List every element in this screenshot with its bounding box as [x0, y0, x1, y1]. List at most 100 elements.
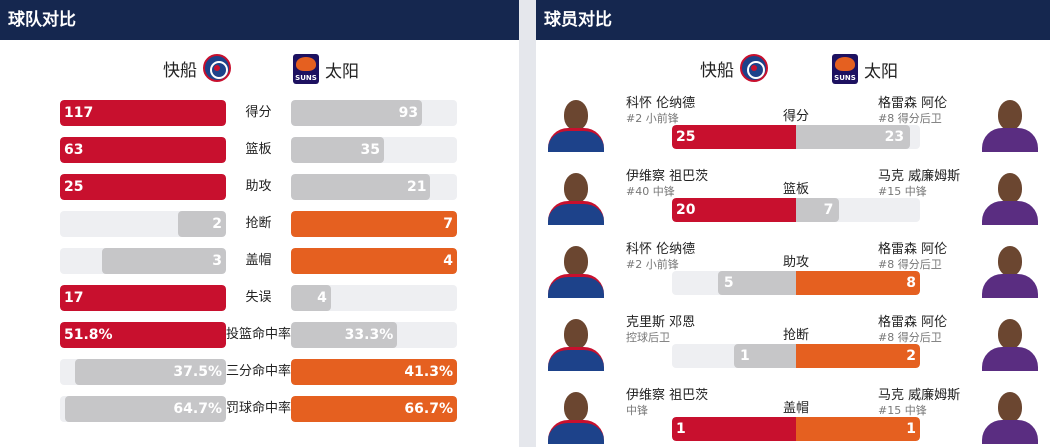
home-stat-value: 2 — [212, 216, 222, 232]
away-player-value: 8 — [906, 275, 916, 291]
home-player-fill — [672, 125, 796, 149]
team-stat-row: 17 失误 4 — [0, 285, 519, 311]
away-player-avatar — [978, 98, 1042, 152]
home-player-fill — [717, 271, 796, 295]
away-stat-bar: 41.3% — [291, 359, 457, 385]
home-player-fill — [734, 344, 796, 368]
home-player-name: 克里斯 邓恩 — [626, 315, 696, 330]
away-stat-value: 4 — [443, 253, 453, 269]
home-stat-bar: 117 — [60, 100, 226, 126]
away-player-name: 格雷森 阿伦 — [878, 315, 948, 330]
clippers-logo-icon — [203, 54, 231, 82]
away-player-value: 1 — [906, 421, 916, 437]
panel-divider — [519, 0, 536, 447]
player-head — [564, 100, 588, 130]
away-player-position: #8 得分后卫 — [878, 331, 942, 344]
home-stat-value: 25 — [64, 179, 84, 195]
player-jersey — [548, 274, 604, 298]
home-player-name: 伊维察 祖巴茨 — [626, 388, 709, 403]
home-player-name: 科怀 伦纳德 — [626, 242, 696, 257]
player-stat-row: 克里斯 邓恩 控球后卫 格雷森 阿伦 #8 得分后卫 抢断 1 2 — [536, 311, 1050, 383]
home-stat-bar: 64.7% — [60, 396, 226, 422]
away-stat-fill — [291, 359, 457, 385]
player-head — [998, 246, 1022, 276]
home-stat-fill — [60, 285, 226, 311]
team-stat-row: 3 盖帽 4 — [0, 248, 519, 274]
home-player-bar: 5 — [672, 271, 796, 295]
home-player-fill — [672, 417, 796, 441]
away-stat-value: 4 — [317, 290, 327, 306]
away-stat-fill — [291, 211, 457, 237]
away-stat-fill — [291, 174, 431, 200]
away-stat-value: 21 — [406, 179, 427, 195]
player-stat-label: 盖帽 — [782, 401, 809, 416]
player-head — [998, 173, 1022, 203]
home-stat-value: 51.8% — [64, 327, 113, 343]
away-player-name: 格雷森 阿伦 — [878, 96, 948, 111]
home-player-value: 25 — [676, 129, 696, 145]
away-player-name: 马克 威廉姆斯 — [878, 169, 961, 184]
home-team-header: 快船 — [157, 54, 231, 82]
home-player-value: 20 — [676, 202, 696, 218]
away-stat-bar: 33.3% — [291, 322, 457, 348]
away-player-bar: 1 — [796, 417, 920, 441]
stat-label: 投篮命中率 — [226, 327, 292, 342]
player-stat-row: 伊维察 祖巴茨 #40 中锋 马克 威廉姆斯 #15 中锋 篮板 20 7 — [536, 165, 1050, 237]
home-stat-fill — [60, 322, 226, 348]
home-stat-bar: 25 — [60, 174, 226, 200]
stat-label: 篮板 — [245, 142, 272, 157]
away-stat-value: 93 — [398, 105, 419, 121]
home-player-avatar — [544, 390, 608, 444]
away-stat-fill — [291, 322, 398, 348]
player-head — [998, 100, 1022, 130]
away-stat-bar: 4 — [291, 248, 457, 274]
player-stat-row: 科怀 伦纳德 #2 小前锋 格雷森 阿伦 #8 得分后卫 助攻 5 8 — [536, 238, 1050, 310]
clippers-logo-icon — [740, 54, 768, 82]
home-player-fill — [672, 198, 796, 222]
player-head — [564, 319, 588, 349]
away-stat-fill — [291, 100, 423, 126]
player-home-team-header: 快船 — [694, 54, 768, 82]
away-player-avatar — [978, 390, 1042, 444]
stat-label: 罚球命中率 — [226, 401, 292, 416]
away-player-fill — [796, 198, 840, 222]
away-player-position: #15 中锋 — [878, 404, 927, 417]
away-player-avatar — [978, 244, 1042, 298]
team-stat-row: 64.7% 罚球命中率 66.7% — [0, 396, 519, 422]
home-stat-value: 17 — [64, 290, 84, 306]
player-stat-label: 得分 — [782, 109, 809, 124]
player-stat-label: 助攻 — [782, 255, 809, 270]
home-player-position: 控球后卫 — [626, 331, 670, 344]
player-jersey — [982, 420, 1038, 444]
home-stat-value: 3 — [212, 253, 222, 269]
suns-logo-icon — [832, 54, 858, 84]
home-player-bar: 20 — [672, 198, 796, 222]
home-player-avatar — [544, 317, 608, 371]
stat-label: 失误 — [245, 290, 272, 305]
home-player-bar: 1 — [672, 344, 796, 368]
away-player-bar: 7 — [796, 198, 920, 222]
team-stat-row: 117 得分 93 — [0, 100, 519, 126]
away-stat-fill — [291, 396, 457, 422]
home-player-value: 1 — [740, 348, 750, 364]
suns-logo-icon — [293, 54, 319, 84]
away-player-value: 23 — [884, 129, 905, 145]
player-stat-row: 科怀 伦纳德 #2 小前锋 格雷森 阿伦 #8 得分后卫 得分 25 23 — [536, 92, 1050, 164]
stat-label: 助攻 — [245, 179, 272, 194]
player-jersey — [982, 201, 1038, 225]
home-player-bar: 25 — [672, 125, 796, 149]
home-stat-fill — [64, 396, 226, 422]
away-player-position: #8 得分后卫 — [878, 112, 942, 125]
away-player-position: #15 中锋 — [878, 185, 927, 198]
player-away-team-name: 太阳 — [864, 61, 898, 82]
player-stat-row: 伊维察 祖巴茨 中锋 马克 威廉姆斯 #15 中锋 盖帽 1 1 — [536, 384, 1050, 447]
away-player-name: 马克 威廉姆斯 — [878, 388, 961, 403]
player-jersey — [548, 420, 604, 444]
away-stat-value: 35 — [360, 142, 380, 158]
player-jersey — [982, 347, 1038, 371]
home-stat-fill — [177, 211, 226, 237]
home-team-name: 快船 — [163, 60, 197, 81]
player-jersey — [982, 128, 1038, 152]
player-jersey — [982, 274, 1038, 298]
